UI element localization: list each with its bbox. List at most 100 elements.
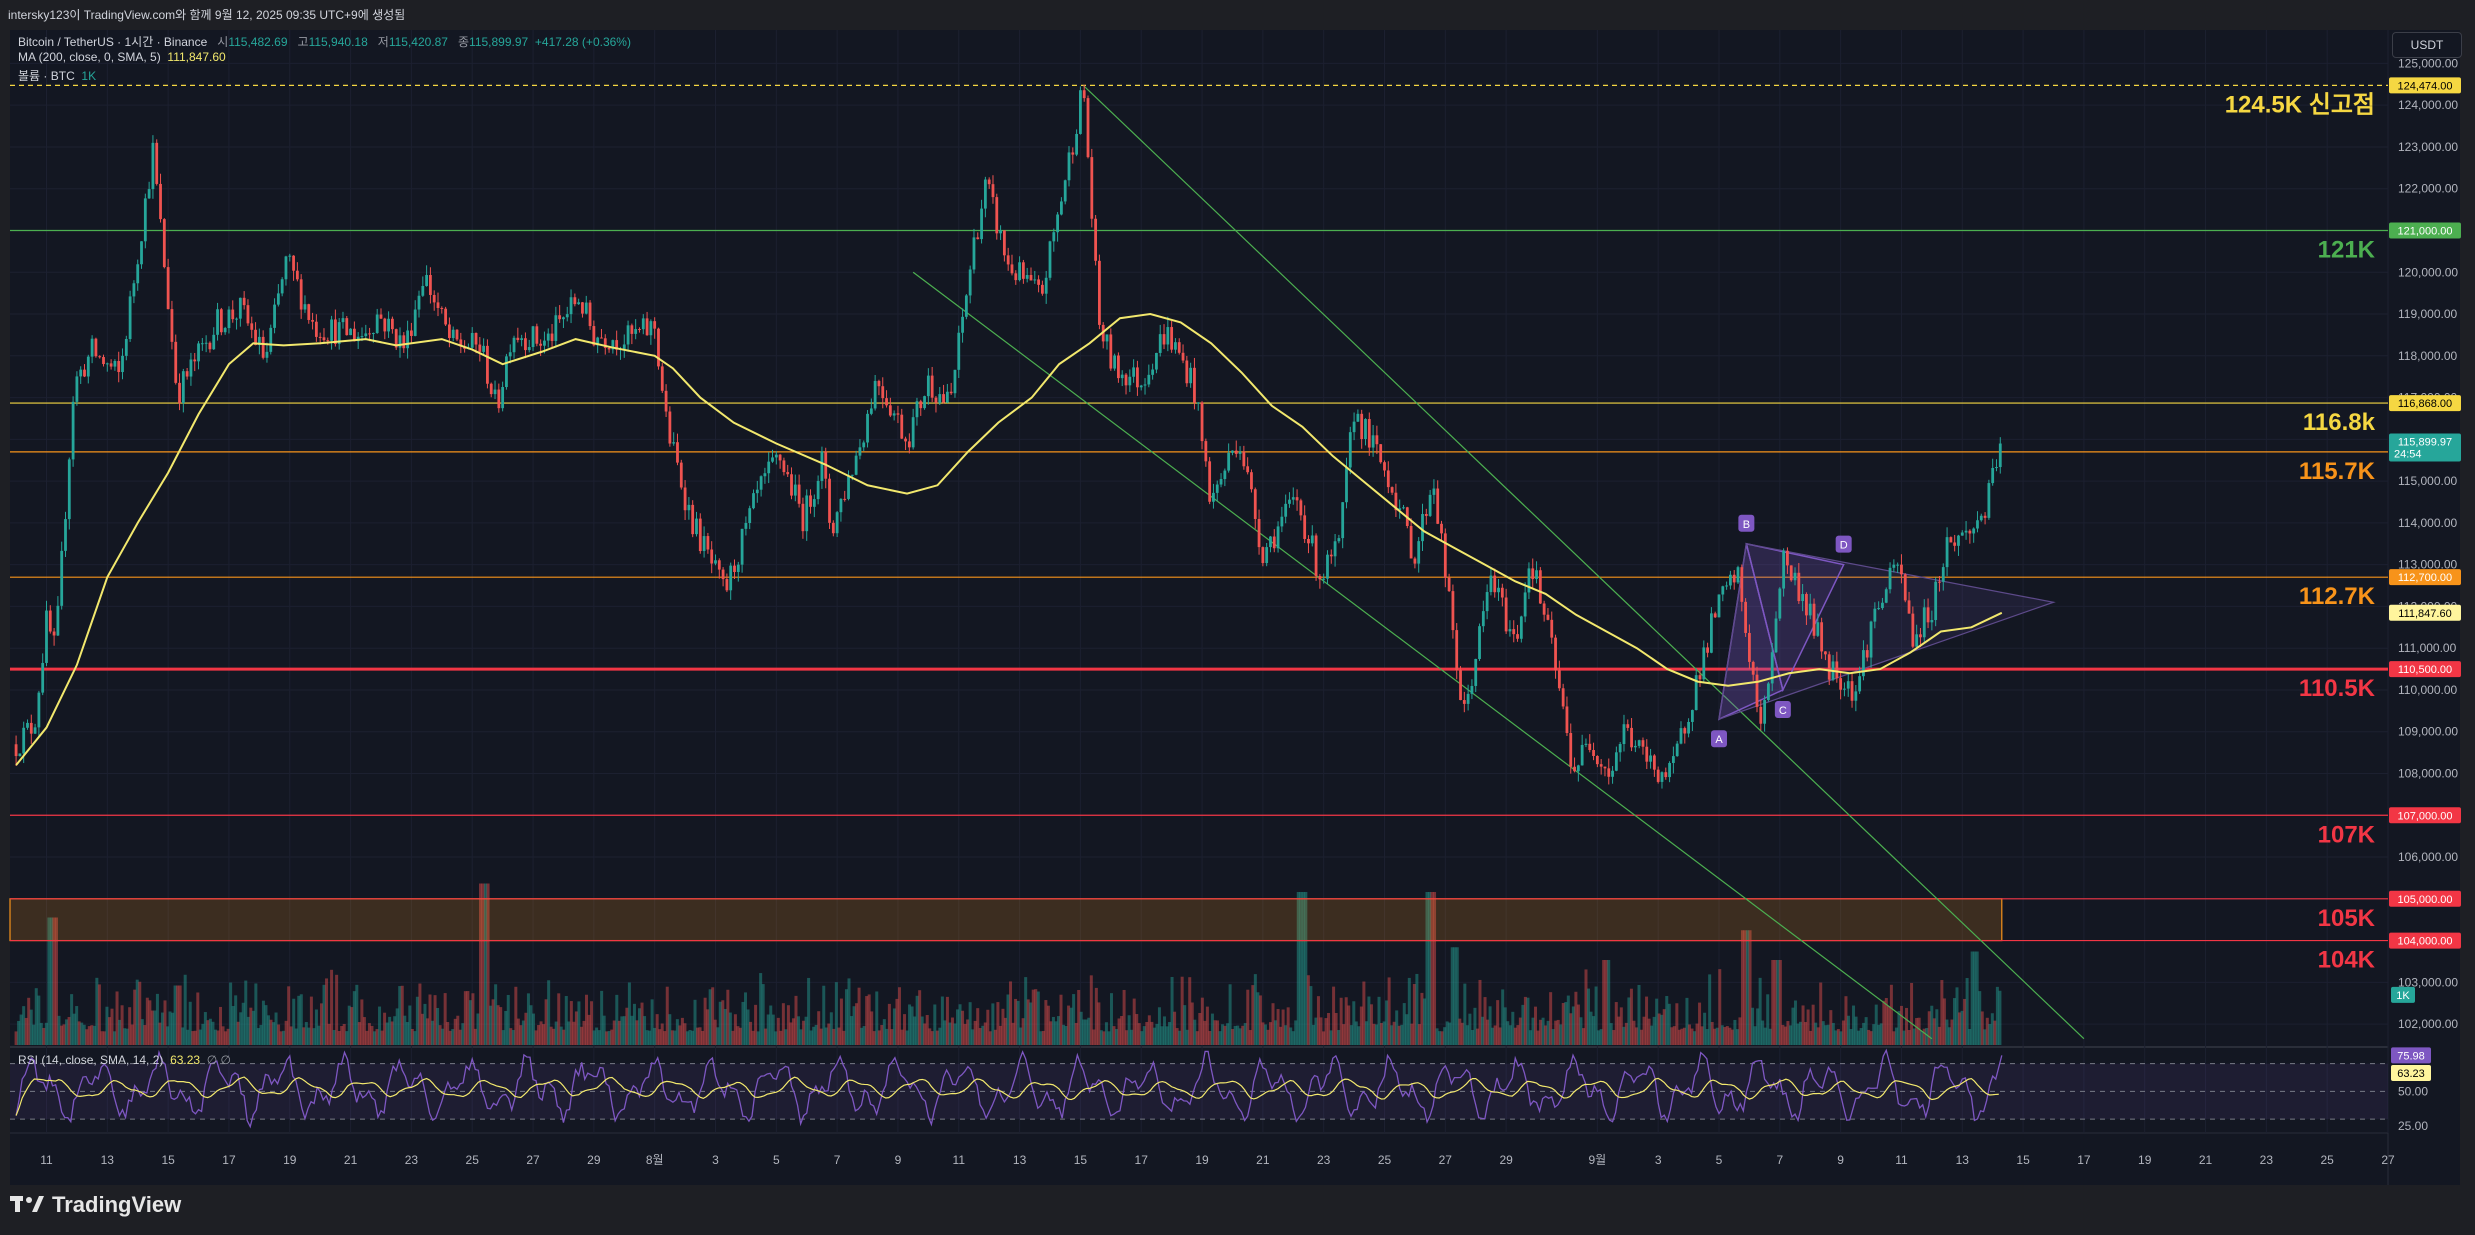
volume-bar <box>721 1000 725 1045</box>
volume-bar <box>1652 1016 1656 1045</box>
volume-bar <box>1362 981 1366 1045</box>
candle-body <box>383 318 387 332</box>
candle-body <box>1261 547 1265 564</box>
volume-bar <box>307 1027 311 1045</box>
volume-bar <box>1609 1023 1613 1045</box>
volume-bar <box>49 917 53 1045</box>
currency-selector[interactable]: USDT <box>2392 32 2462 58</box>
candle-body <box>991 184 995 198</box>
volume-bar <box>494 984 498 1045</box>
candle-body <box>375 314 379 334</box>
volume-bar <box>885 1028 889 1045</box>
legend-ma-row[interactable]: MA (200, close, 0, SMA, 5) 111,847.60 <box>18 50 226 64</box>
candle-body <box>1105 334 1109 342</box>
volume-bar <box>597 1030 601 1045</box>
candle-body <box>1538 570 1542 604</box>
volume-bar <box>1430 892 1434 1045</box>
candle-body <box>1417 541 1421 564</box>
candle-body <box>1671 756 1675 764</box>
legend-symbol-row[interactable]: Bitcoin / TetherUS · 1시간 · Binance 시115,… <box>18 33 631 50</box>
legend-symbol[interactable]: Bitcoin / TetherUS · 1시간 · Binance <box>18 35 208 49</box>
volume-bar <box>774 1031 778 1045</box>
legend-volume-label[interactable]: 볼륨 · BTC <box>18 69 75 83</box>
volume-bar <box>1352 1001 1356 1045</box>
candle-body <box>1284 503 1288 517</box>
channel-line-1 <box>912 271 1933 1040</box>
level-label-2: 116.8k <box>2303 409 2376 436</box>
volume-bar <box>1781 1024 1785 1045</box>
legend-rsi-row[interactable]: RSI (14, close, SMA, 14, 2) 63.23 ∅ ∅ <box>18 1053 231 1067</box>
legend-ma-label[interactable]: MA (200, close, 0, SMA, 5) <box>18 50 161 64</box>
volume-bar <box>1150 1021 1154 1045</box>
volume-bar <box>1925 1028 1929 1045</box>
candle-body <box>1888 567 1892 590</box>
candle-body <box>1489 575 1493 593</box>
candle-body <box>193 359 197 362</box>
candle-body <box>170 309 174 342</box>
candle-body <box>257 336 261 346</box>
volume-bar <box>1125 1030 1129 1045</box>
candle-body <box>1557 670 1561 689</box>
legend-low: 115,420.87 <box>388 35 448 49</box>
candle-body <box>1789 565 1793 581</box>
legend-volume-row[interactable]: 볼륨 · BTC 1K <box>18 67 96 84</box>
volume-bar <box>1693 1031 1697 1045</box>
volume-bar <box>1347 1005 1351 1045</box>
volume-bar <box>948 1022 952 1045</box>
volume-bar <box>236 1021 240 1045</box>
volume-bar <box>347 1005 351 1045</box>
volume-bar <box>1268 1022 1272 1045</box>
candle-body <box>200 343 204 345</box>
candle-body <box>1512 629 1516 635</box>
candle-body <box>1797 572 1801 602</box>
candle-body <box>341 318 345 323</box>
volume-bar <box>1354 1021 1358 1045</box>
legend-rsi-label[interactable]: RSI (14, close, SMA, 14, 2) <box>18 1053 164 1067</box>
volume-bar <box>786 1005 790 1045</box>
volume-bar <box>1349 1025 1353 1045</box>
volume-bar <box>191 1031 195 1045</box>
candle-body <box>1713 613 1717 618</box>
volume-bar <box>1569 1013 1573 1045</box>
volume-bar <box>1263 1024 1267 1045</box>
volume-bar <box>1099 1030 1103 1045</box>
volume-bar <box>1016 1000 1020 1045</box>
x-tick-label: 21 <box>344 1153 358 1167</box>
volume-bar <box>1009 981 1013 1045</box>
x-tick-label: 9 <box>895 1153 902 1167</box>
volume-bar <box>80 1022 84 1045</box>
candle-body <box>1443 533 1447 578</box>
volume-bar <box>928 1028 932 1045</box>
volume-bar <box>1829 1010 1833 1045</box>
volume-bar <box>1836 1029 1840 1045</box>
volume-bar <box>1665 996 1669 1045</box>
brand[interactable]: TradingView <box>10 1192 181 1218</box>
level-tag-text-8: 104,000.00 <box>2397 936 2452 948</box>
legend-rsi-value: 63.23 <box>170 1053 201 1067</box>
volume-bar <box>1526 997 1530 1045</box>
x-tick-label: 25 <box>2321 1153 2335 1167</box>
x-tick-label: 9 <box>1837 1153 1844 1167</box>
volume-bar <box>1867 1029 1871 1045</box>
candle-body <box>626 325 630 345</box>
volume-bar <box>842 1030 846 1045</box>
candle-body <box>425 275 429 286</box>
volume-bar <box>1228 984 1232 1045</box>
candle-body <box>1398 508 1402 511</box>
candle-body <box>470 332 474 348</box>
volume-bar <box>499 1007 503 1045</box>
volume-bar <box>678 1025 682 1045</box>
volume-bar <box>383 1012 387 1045</box>
candle-body <box>1972 528 1976 534</box>
volume-bar <box>1089 975 1093 1045</box>
volume-bar <box>574 1011 578 1045</box>
x-tick-label: 19 <box>2138 1153 2152 1167</box>
volume-bar <box>1947 1027 1951 1045</box>
volume-bar <box>754 1004 758 1045</box>
volume-bar <box>1127 1015 1131 1045</box>
candle-body <box>592 326 596 346</box>
volume-bar <box>1483 997 1487 1045</box>
candle-body <box>1379 444 1383 463</box>
candle-body <box>1466 693 1470 704</box>
